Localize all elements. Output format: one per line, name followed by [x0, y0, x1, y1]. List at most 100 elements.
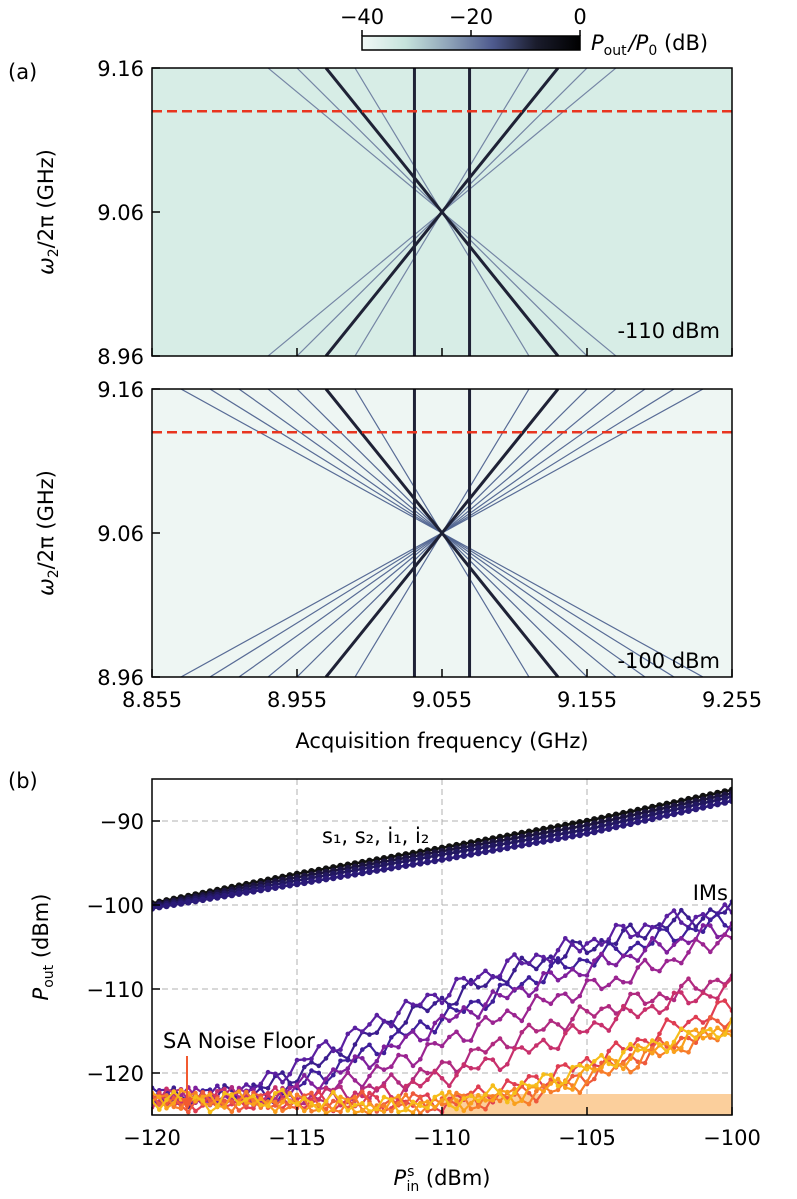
data-point — [555, 1083, 561, 1089]
data-point — [482, 843, 489, 851]
data-point — [338, 1099, 343, 1104]
data-point — [193, 1085, 198, 1091]
data-point — [359, 869, 366, 877]
data-point — [692, 805, 700, 813]
data-point — [251, 1090, 256, 1095]
data-point — [468, 1010, 474, 1015]
data-point — [425, 1105, 430, 1111]
data-point — [728, 797, 732, 805]
data-point — [453, 848, 460, 856]
data-point — [671, 917, 677, 923]
data-point — [425, 1077, 430, 1082]
data-point — [389, 1108, 394, 1114]
line-chart-panel: −90 −100 −110 −120 −120 −115 −110 −105 −100 s₁, … — [29, 778, 761, 1195]
data-point — [418, 1057, 423, 1062]
data-point — [613, 975, 619, 981]
data-point — [642, 1001, 648, 1007]
data-point — [519, 1080, 525, 1085]
data-point — [476, 1022, 481, 1027]
data-point — [555, 1087, 561, 1093]
noise-floor-arrow-head — [181, 1098, 193, 1111]
data-point — [555, 1076, 561, 1082]
data-point — [157, 1090, 162, 1095]
data-point — [222, 1090, 227, 1096]
data-point — [381, 1067, 387, 1072]
data-point — [497, 1017, 503, 1022]
data-point — [577, 1004, 583, 1009]
colorbar-tick-label: 0 — [573, 5, 586, 29]
data-point — [331, 1072, 336, 1078]
data-point — [418, 1095, 423, 1100]
data-point — [496, 841, 504, 848]
data-point — [686, 1030, 691, 1035]
data-point — [352, 1054, 358, 1059]
data-point — [512, 1046, 517, 1052]
data-point — [467, 851, 475, 858]
data-point — [454, 1008, 459, 1013]
data-point — [447, 1060, 452, 1065]
data-point — [409, 856, 417, 864]
data-point — [679, 990, 684, 995]
data-point — [287, 1071, 293, 1077]
data-point — [541, 1072, 546, 1077]
data-point — [447, 992, 452, 998]
data-point — [584, 1029, 590, 1034]
data-point — [519, 1030, 525, 1035]
data-point — [302, 1057, 307, 1062]
data-point — [251, 1106, 256, 1111]
data-point — [490, 999, 496, 1004]
data-point — [628, 980, 633, 985]
data-point — [345, 1108, 351, 1113]
data-point — [367, 1032, 372, 1037]
data-point — [250, 888, 257, 895]
data-point — [621, 923, 626, 929]
data-point — [380, 866, 388, 873]
data-point — [490, 1041, 496, 1047]
data-point — [215, 1089, 220, 1094]
data-point — [389, 1035, 394, 1040]
data-point — [699, 804, 707, 811]
data-point — [606, 1072, 612, 1077]
data-point — [403, 1054, 409, 1059]
data-point — [534, 1074, 539, 1079]
data-point — [722, 983, 728, 988]
data-point — [563, 1031, 568, 1036]
data-point — [722, 998, 728, 1003]
data-point — [454, 1106, 459, 1112]
data-point — [497, 1098, 503, 1104]
data-point — [309, 1081, 314, 1086]
y-axis-label: ω2/2π (GHz) — [34, 470, 62, 596]
power-annotation: -100 dBm — [617, 649, 720, 673]
data-point — [707, 802, 714, 810]
data-point — [432, 1105, 438, 1110]
data-point — [628, 922, 633, 928]
data-point — [519, 985, 525, 991]
data-point — [236, 1101, 242, 1106]
y-tick-label: 8.96 — [97, 345, 144, 369]
data-point — [525, 840, 533, 848]
data-point — [331, 1048, 336, 1054]
data-point — [432, 1030, 438, 1035]
data-point — [606, 1004, 612, 1009]
data-point — [418, 1083, 423, 1089]
data-point — [628, 1041, 633, 1047]
data-point — [439, 1059, 445, 1065]
data-point — [657, 991, 662, 996]
data-point — [592, 936, 597, 942]
data-point — [526, 1006, 532, 1011]
data-point — [642, 922, 648, 927]
data-point — [534, 993, 539, 999]
data-point — [512, 1082, 517, 1087]
x-tick-label: −105 — [558, 1126, 616, 1150]
data-point — [461, 1005, 467, 1010]
data-point — [315, 877, 323, 884]
data-point — [621, 1061, 626, 1066]
data-point — [402, 862, 410, 869]
data-point — [396, 1109, 401, 1115]
data-point — [403, 1034, 409, 1039]
data-point — [403, 1092, 409, 1097]
data-point — [207, 1109, 213, 1115]
data-point — [555, 1064, 561, 1069]
data-point — [490, 1098, 496, 1103]
data-point — [351, 871, 359, 878]
